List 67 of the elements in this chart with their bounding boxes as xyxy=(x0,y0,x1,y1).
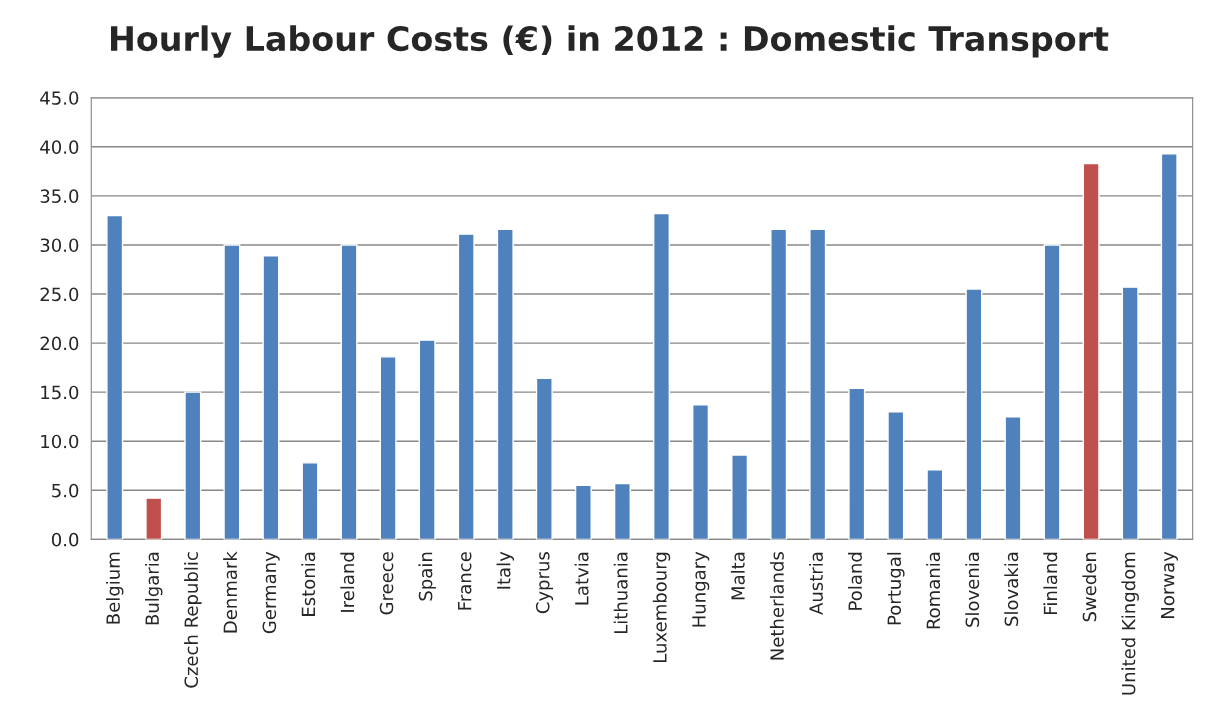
x-tick-label: Italy xyxy=(496,551,515,589)
x-tick-label: Slovenia xyxy=(965,552,980,627)
x-tick-label: Greece xyxy=(379,552,394,615)
bar xyxy=(692,404,710,540)
bar xyxy=(301,462,319,540)
bar xyxy=(926,469,944,540)
bar xyxy=(496,228,514,540)
x-tick-label: Ireland xyxy=(340,552,355,612)
bar xyxy=(145,497,163,540)
bar xyxy=(106,214,124,540)
x-tick-label: Estonia xyxy=(301,552,316,616)
x-tick-label: Finland xyxy=(1043,552,1058,614)
x-tick-label: Spain xyxy=(418,552,436,601)
x-tick-label: Czech Republic xyxy=(184,552,202,688)
bar xyxy=(574,484,592,540)
bar xyxy=(457,233,475,540)
x-tick-label: United Kingdom xyxy=(1121,552,1139,695)
x-tick-label: Poland xyxy=(848,552,863,610)
x-tick-label: France xyxy=(458,552,472,610)
x-tick-label: Malta xyxy=(730,552,745,600)
bar xyxy=(613,482,631,540)
bar xyxy=(1004,416,1022,540)
bar xyxy=(809,228,827,540)
x-tick-label: Lithuania xyxy=(613,552,628,634)
chart-title: Hourly Labour Costs (€) in 2012 : Domestic Transport xyxy=(111,25,1109,58)
x-tick-label: Latvia xyxy=(574,552,589,605)
x-tick-label: Luxembourg xyxy=(652,552,671,662)
bar xyxy=(340,244,358,540)
bar xyxy=(262,255,280,540)
bar xyxy=(731,454,749,540)
x-tick-label: Portugal xyxy=(887,552,905,625)
bar xyxy=(652,212,671,540)
bar xyxy=(1121,286,1139,540)
bar xyxy=(770,228,788,540)
y-tick-label: 30.0 xyxy=(40,238,79,253)
y-tick-label: 5.0 xyxy=(52,483,79,498)
x-tick-label: Hungary xyxy=(692,551,710,627)
y-tick-label: 20.0 xyxy=(40,336,79,351)
y-tick-label: 40.0 xyxy=(40,140,79,154)
bar xyxy=(223,244,241,540)
bar xyxy=(848,387,866,540)
bar xyxy=(1043,244,1061,540)
x-tick-label: Germany xyxy=(262,551,280,634)
bar xyxy=(965,288,983,540)
x-tick-label: Slovakia xyxy=(1004,552,1019,626)
x-tick-label: Romania xyxy=(926,552,941,629)
y-tick-label: 0.0 xyxy=(51,532,79,547)
y-tick-label: 15.0 xyxy=(41,385,79,400)
y-tick-label: 35.0 xyxy=(40,189,79,203)
x-tick-label: Belgium xyxy=(105,552,124,624)
y-tick-label: 10.0 xyxy=(41,434,79,449)
bar xyxy=(379,356,397,540)
bar xyxy=(535,377,553,540)
x-tick-label: Denmark xyxy=(223,551,238,633)
y-tick-label: 25.0 xyxy=(40,287,79,302)
bar xyxy=(1160,152,1178,540)
bar xyxy=(184,391,202,540)
y-tick-label: 45.0 xyxy=(40,91,79,105)
x-tick-label: Austria xyxy=(808,552,823,615)
bar xyxy=(1082,162,1100,540)
x-tick-label: Cyprus xyxy=(535,552,554,614)
x-tick-label: Netherlands xyxy=(769,552,784,660)
x-tick-label: Bulgaria xyxy=(145,552,163,625)
x-tick-label: Norway xyxy=(1161,551,1178,618)
bar xyxy=(418,339,436,540)
bar xyxy=(887,411,905,540)
x-tick-label: Sweden xyxy=(1082,552,1097,622)
